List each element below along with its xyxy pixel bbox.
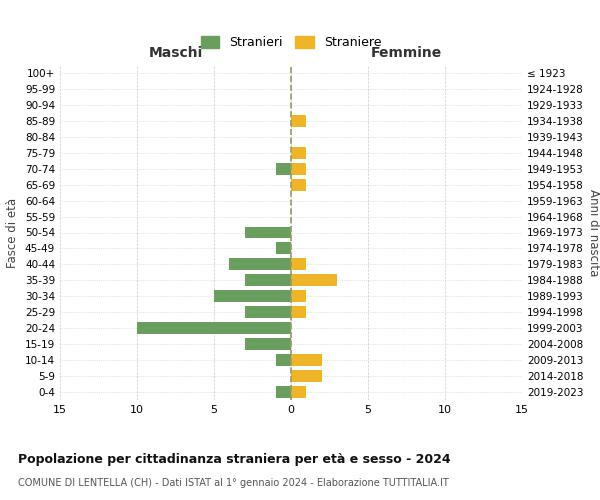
Bar xyxy=(275,242,291,254)
Y-axis label: Anni di nascita: Anni di nascita xyxy=(587,189,600,276)
Bar xyxy=(291,306,307,318)
Y-axis label: Fasce di età: Fasce di età xyxy=(7,198,19,268)
Bar xyxy=(245,226,291,238)
Text: Femmine: Femmine xyxy=(371,46,442,60)
Text: Maschi: Maschi xyxy=(148,46,203,60)
Bar xyxy=(245,306,291,318)
Bar xyxy=(291,178,307,190)
Legend: Stranieri, Straniere: Stranieri, Straniere xyxy=(196,31,386,54)
Bar xyxy=(291,370,322,382)
Bar xyxy=(214,290,291,302)
Bar xyxy=(291,115,307,127)
Bar xyxy=(291,354,322,366)
Bar xyxy=(291,147,307,158)
Bar xyxy=(245,274,291,286)
Bar xyxy=(229,258,291,270)
Bar xyxy=(291,386,307,398)
Bar xyxy=(291,162,307,174)
Bar xyxy=(291,258,307,270)
Text: COMUNE DI LENTELLA (CH) - Dati ISTAT al 1° gennaio 2024 - Elaborazione TUTTITALI: COMUNE DI LENTELLA (CH) - Dati ISTAT al … xyxy=(18,478,449,488)
Text: Popolazione per cittadinanza straniera per età e sesso - 2024: Popolazione per cittadinanza straniera p… xyxy=(18,452,451,466)
Bar xyxy=(291,290,307,302)
Bar xyxy=(275,354,291,366)
Bar xyxy=(275,162,291,174)
Bar xyxy=(245,338,291,350)
Bar xyxy=(275,386,291,398)
Bar xyxy=(137,322,291,334)
Bar xyxy=(291,274,337,286)
